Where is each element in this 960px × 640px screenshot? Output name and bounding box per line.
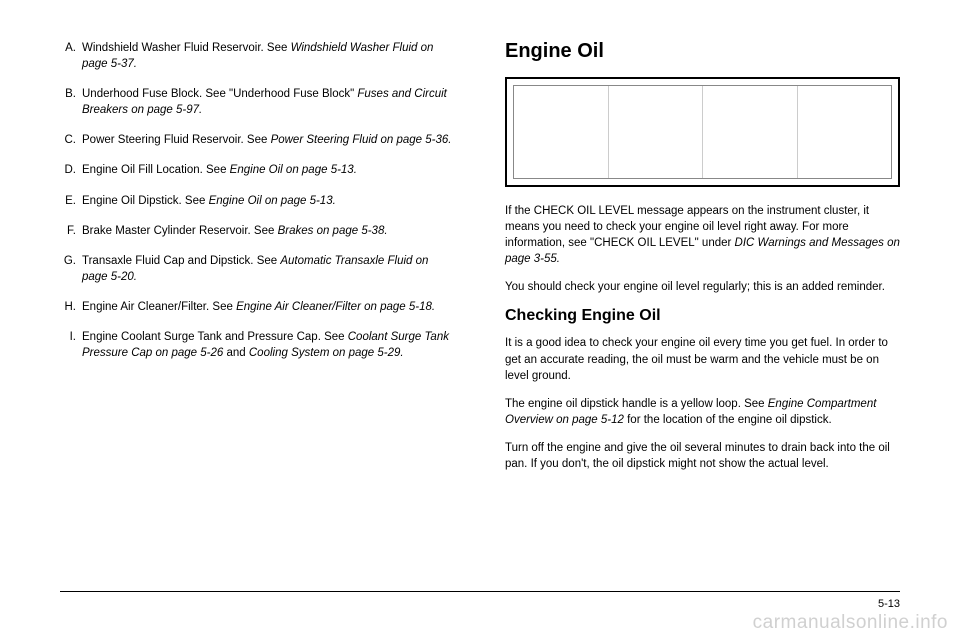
list-text: Transaxle Fluid Cap and Dipstick. See Au… bbox=[82, 253, 455, 285]
list-item: G. Transaxle Fluid Cap and Dipstick. See… bbox=[60, 253, 455, 285]
list-text: Engine Coolant Surge Tank and Pressure C… bbox=[82, 329, 455, 361]
list-text: Engine Air Cleaner/Filter. See Engine Ai… bbox=[82, 299, 455, 315]
list-text: Engine Oil Dipstick. See Engine Oil on p… bbox=[82, 193, 455, 209]
list-text: Power Steering Fluid Reservoir. See Powe… bbox=[82, 132, 455, 148]
engine-oil-heading: Engine Oil bbox=[505, 40, 900, 63]
list-letter: I. bbox=[60, 329, 82, 361]
list-item: E. Engine Oil Dipstick. See Engine Oil o… bbox=[60, 193, 455, 209]
info-box-inner bbox=[513, 85, 892, 179]
paragraph: If the CHECK OIL LEVEL message appears o… bbox=[505, 203, 900, 267]
list-letter: C. bbox=[60, 132, 82, 148]
paragraph: The engine oil dipstick handle is a yell… bbox=[505, 396, 900, 428]
list-text: Engine Oil Fill Location. See Engine Oil… bbox=[82, 162, 455, 178]
list-text: Underhood Fuse Block. See "Underhood Fus… bbox=[82, 86, 455, 118]
watermark: carmanualsonline.info bbox=[753, 612, 948, 634]
paragraph: You should check your engine oil level r… bbox=[505, 279, 900, 295]
checking-oil-heading: Checking Engine Oil bbox=[505, 307, 900, 325]
list-item: D. Engine Oil Fill Location. See Engine … bbox=[60, 162, 455, 178]
list-letter: B. bbox=[60, 86, 82, 118]
page-number: 5-13 bbox=[878, 598, 900, 610]
list-text: Brake Master Cylinder Reservoir. See Bra… bbox=[82, 223, 455, 239]
list-letter: D. bbox=[60, 162, 82, 178]
footer-divider bbox=[60, 591, 900, 592]
list-item: A. Windshield Washer Fluid Reservoir. Se… bbox=[60, 40, 455, 72]
list-letter: A. bbox=[60, 40, 82, 72]
list-letter: G. bbox=[60, 253, 82, 285]
right-column: Engine Oil If the CHECK OIL LEVEL messag… bbox=[495, 40, 900, 484]
paragraph: It is a good idea to check your engine o… bbox=[505, 335, 900, 383]
paragraph: Turn off the engine and give the oil sev… bbox=[505, 440, 900, 472]
list-letter: E. bbox=[60, 193, 82, 209]
list-item: F. Brake Master Cylinder Reservoir. See … bbox=[60, 223, 455, 239]
list-text: Windshield Washer Fluid Reservoir. See W… bbox=[82, 40, 455, 72]
list-letter: F. bbox=[60, 223, 82, 239]
list-item: B. Underhood Fuse Block. See "Underhood … bbox=[60, 86, 455, 118]
list-item: I. Engine Coolant Surge Tank and Pressur… bbox=[60, 329, 455, 361]
left-column: A. Windshield Washer Fluid Reservoir. Se… bbox=[60, 40, 465, 484]
list-item: H. Engine Air Cleaner/Filter. See Engine… bbox=[60, 299, 455, 315]
list-item: C. Power Steering Fluid Reservoir. See P… bbox=[60, 132, 455, 148]
info-box bbox=[505, 77, 900, 187]
list-letter: H. bbox=[60, 299, 82, 315]
